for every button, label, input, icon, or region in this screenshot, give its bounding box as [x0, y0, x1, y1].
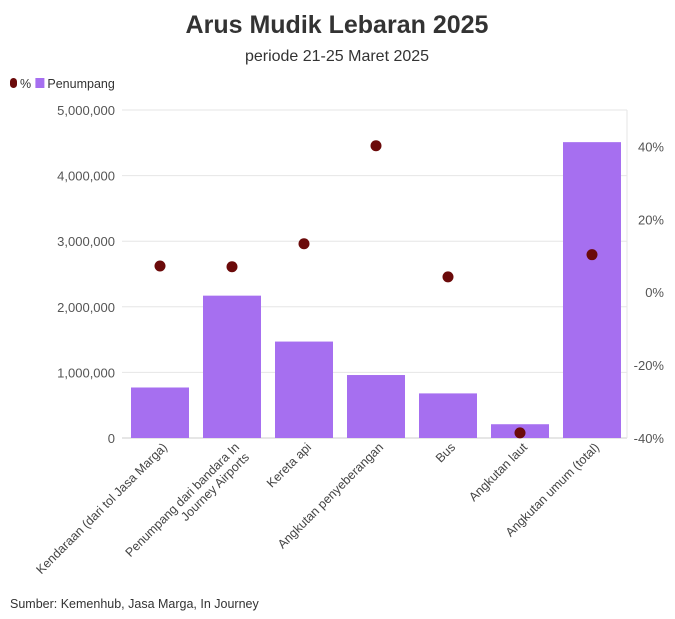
chart-title: Arus Mudik Lebaran 2025	[186, 11, 489, 39]
chart-subtitle: periode 21-25 Maret 2025	[245, 48, 429, 65]
right-tick-label: -40%	[634, 431, 665, 446]
bars	[131, 142, 621, 439]
category-label-line: Penumpang dari bandara In	[123, 440, 243, 560]
left-tick-label: 2,000,000	[57, 300, 115, 315]
left-tick-label: 1,000,000	[57, 365, 115, 380]
bar-2	[203, 295, 261, 438]
x-axis-labels: Kendaraan (dari tol Jasa Marga)Penumpang…	[33, 440, 602, 577]
percent-point-2	[226, 261, 238, 273]
percent-point-4	[370, 140, 382, 152]
category-label: Bus	[433, 440, 458, 465]
legend-label: Penumpang	[47, 77, 114, 91]
legend-label: %	[20, 77, 31, 91]
right-tick-label: 0%	[645, 285, 664, 300]
category-label: Kereta api	[264, 440, 314, 490]
category-label: Kendaraan (dari tol Jasa Marga)	[33, 440, 170, 577]
legend-marker-percent	[10, 78, 17, 88]
bar-1	[131, 387, 189, 438]
legend: % Penumpang	[10, 77, 115, 91]
right-tick-label: 20%	[638, 212, 664, 227]
category-label: Angkutan laut	[466, 440, 530, 504]
right-axis: -40% -20% 0% 20% 40%	[626, 110, 665, 446]
bar-7	[563, 142, 621, 439]
category-label-line: Angkutan laut	[466, 440, 530, 504]
percent-point-5	[442, 271, 454, 283]
percent-point-6	[514, 427, 526, 439]
left-tick-label: 3,000,000	[57, 234, 115, 249]
bar-4	[347, 375, 405, 438]
left-tick-label: 5,000,000	[57, 103, 115, 118]
right-tick-label: 40%	[638, 139, 664, 154]
source-note: Sumber: Kemenhub, Jasa Marga, In Journey	[10, 597, 259, 611]
left-tick-label: 4,000,000	[57, 169, 115, 184]
right-tick-label: -20%	[634, 358, 665, 373]
bar-5	[419, 393, 477, 438]
category-label-line: Bus	[433, 440, 458, 465]
dots	[154, 140, 598, 439]
bar-3	[275, 341, 333, 438]
percent-point-7	[586, 249, 598, 261]
percent-point-1	[154, 260, 166, 272]
left-axis: 0 1,000,000 2,000,000 3,000,000 4,000,000 5,0…	[57, 103, 115, 446]
legend-marker-penumpang	[35, 78, 45, 88]
category-label-line: Kereta api	[264, 440, 314, 490]
left-tick-label: 0	[108, 431, 115, 446]
percent-point-3	[298, 238, 310, 250]
category-label-line: Kendaraan (dari tol Jasa Marga)	[33, 440, 170, 577]
